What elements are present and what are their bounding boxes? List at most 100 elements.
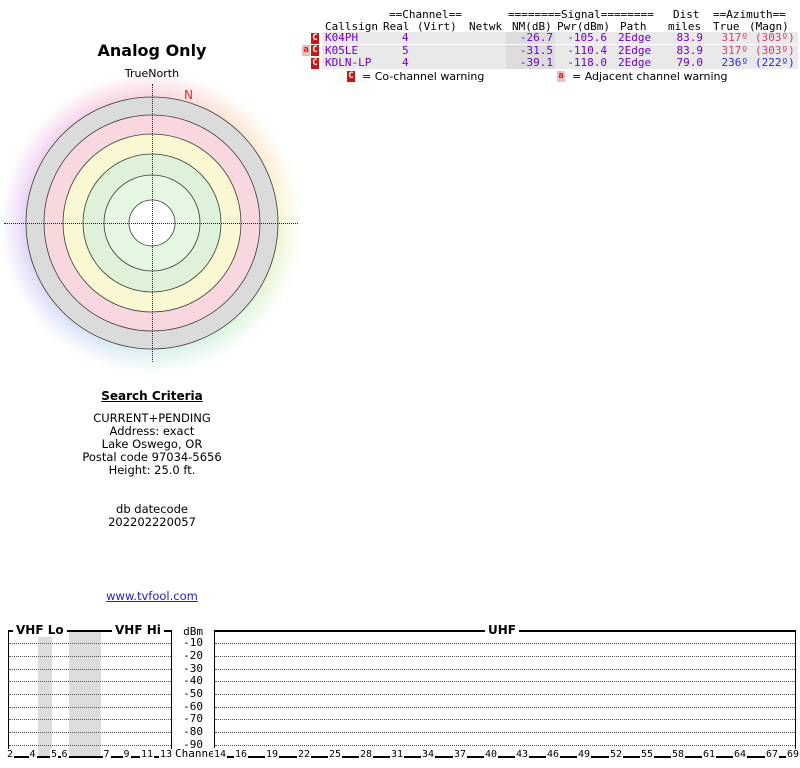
nm-cell-background (506, 32, 555, 44)
gridline (9, 732, 171, 733)
pwr-dbm-cell: -118.0 (567, 56, 607, 69)
y-tick: -90 (183, 738, 203, 751)
co-channel-legend-icon: C (347, 71, 355, 82)
search-criteria-block: CURRENT+PENDING Address: exact Lake Oswe… (0, 412, 304, 477)
col-header-magn: (Magn) (749, 20, 789, 33)
header-group-signal: ========Signal======== (508, 8, 654, 21)
db-datecode-value: 202202220057 (108, 515, 196, 529)
uhf-spectrum-panel (214, 630, 796, 758)
y-tick: -50 (183, 687, 203, 700)
pwr-dbm-cell: -110.4 (567, 43, 607, 57)
search-criteria-line: Height: 25.0 ft. (108, 463, 196, 477)
col-header-netwk: Netwk (469, 20, 503, 33)
gridline (215, 669, 795, 670)
vhf-channel-tick: 11 (139, 749, 155, 760)
azimuth-magn-cell: (222º) (755, 56, 795, 69)
vhf-channel-tick: 5 (49, 749, 59, 760)
adjacent-channel-warning-icon: a (302, 45, 310, 56)
azimuth-true-cell: 236º (721, 56, 749, 69)
search-criteria-heading: Search Criteria (101, 389, 203, 403)
azimuth-magn-cell: (303º) (755, 31, 795, 44)
miles-cell: 83.9 (676, 43, 704, 57)
uhf-label: UHF (485, 624, 519, 637)
vhf-hi-label: VHF Hi (112, 624, 164, 637)
y-tick: -20 (183, 649, 203, 662)
uhf-channel-tick: 31 (389, 749, 405, 760)
nm-cell-background (506, 57, 555, 69)
pwr-dbm-cell: -105.6 (567, 31, 607, 44)
nm-db-cell: -39.1 (519, 56, 553, 69)
gridline (215, 707, 795, 708)
vhf-channel-tick: 2 (5, 749, 15, 760)
vhf-channel-tick: 4 (28, 749, 37, 760)
vhf-channel-tick: 6 (60, 749, 69, 760)
y-axis-title: dBm (183, 625, 203, 638)
uhf-channel-tick: 64 (732, 749, 748, 760)
path-cell: 2Edge (618, 56, 652, 69)
co-channel-warning-icon: C (311, 45, 319, 56)
y-tick: -60 (183, 700, 203, 713)
uhf-channel-tick: 49 (576, 749, 592, 760)
tvfool-link[interactable]: www.tvfool.com (106, 589, 198, 603)
gridline (9, 707, 171, 708)
gridline (215, 681, 795, 682)
azimuth-magn-cell: (303º) (755, 43, 795, 57)
table-column-header-row: Callsign Real (Virt) Netwk NM(dB) Pwr(dB… (323, 21, 798, 34)
db-datecode-block: db datecode 202202220057 (0, 503, 304, 529)
site-link-wrap: www.tvfool.com (0, 589, 304, 603)
y-tick: -10 (183, 636, 203, 649)
table-row: C KDLN-LP 4 -39.1 -118.0 2Edge 79.0 236º… (0, 57, 800, 69)
gridline (215, 719, 795, 720)
crosshair-horizontal (4, 223, 298, 224)
azimuth-true-cell: 317º (721, 31, 749, 44)
col-header-miles: miles (668, 20, 702, 33)
path-cell: 2Edge (618, 31, 652, 44)
col-header-path: Path (620, 20, 647, 33)
uhf-channel-tick: 43 (514, 749, 530, 760)
y-tick: -30 (183, 662, 203, 675)
col-header-virt: (Virt) (417, 20, 457, 33)
gridline (9, 719, 171, 720)
uhf-channel-tick: 14 (212, 749, 228, 760)
col-header-pwr: Pwr(dBm) (557, 20, 610, 33)
col-header-true: True (713, 20, 740, 33)
gridline (215, 745, 795, 746)
adjacent-channel-legend-text: = Adjacent channel warning (572, 70, 728, 83)
magnetic-north-marker: N (184, 88, 193, 102)
table-row: a C K05LE 5 -31.5 -110.4 2Edge 83.9 317º… (0, 43, 800, 57)
azimuth-true-cell: 317º (721, 43, 749, 57)
uhf-channel-tick: 16 (233, 749, 249, 760)
gridline (9, 681, 171, 682)
uhf-channel-tick: 58 (670, 749, 686, 760)
gridline (215, 732, 795, 733)
gridline (215, 643, 795, 644)
callsign-cell: KDLN-LP (325, 56, 372, 69)
nm-db-cell: -31.5 (519, 43, 553, 57)
header-group-dist: Dist (673, 8, 700, 21)
path-cell: 2Edge (618, 43, 652, 57)
col-header-nm: NM(dB) (512, 20, 552, 33)
co-channel-warning-icon: C (311, 32, 319, 44)
db-datecode-label: db datecode (116, 502, 188, 516)
uhf-channel-tick: 34 (420, 749, 436, 760)
true-north-label: TrueNorth (124, 67, 180, 80)
gridline (9, 656, 171, 657)
co-channel-legend-text: = Co-channel warning (362, 70, 485, 83)
y-tick: -70 (183, 712, 203, 725)
page-title: Analog Only (97, 41, 207, 60)
y-tick: -80 (183, 725, 203, 738)
co-channel-warning-icon: C (311, 57, 319, 69)
vhf-lo-label: VHF Lo (13, 624, 67, 637)
crosshair-vertical (152, 84, 153, 362)
vhf-channel-tick: 13 (158, 749, 174, 760)
uhf-channel-tick: 69 (785, 749, 800, 760)
x-axis-title: Channel (175, 747, 222, 760)
uhf-channel-tick: 22 (296, 749, 312, 760)
search-criteria-line: Address: exact (109, 424, 195, 438)
col-header-real: Real (383, 20, 410, 33)
miles-cell: 83.9 (676, 31, 704, 44)
vhf-channel-tick: 9 (122, 749, 131, 760)
real-channel-cell: 5 (402, 43, 409, 57)
uhf-channel-tick: 37 (452, 749, 468, 760)
